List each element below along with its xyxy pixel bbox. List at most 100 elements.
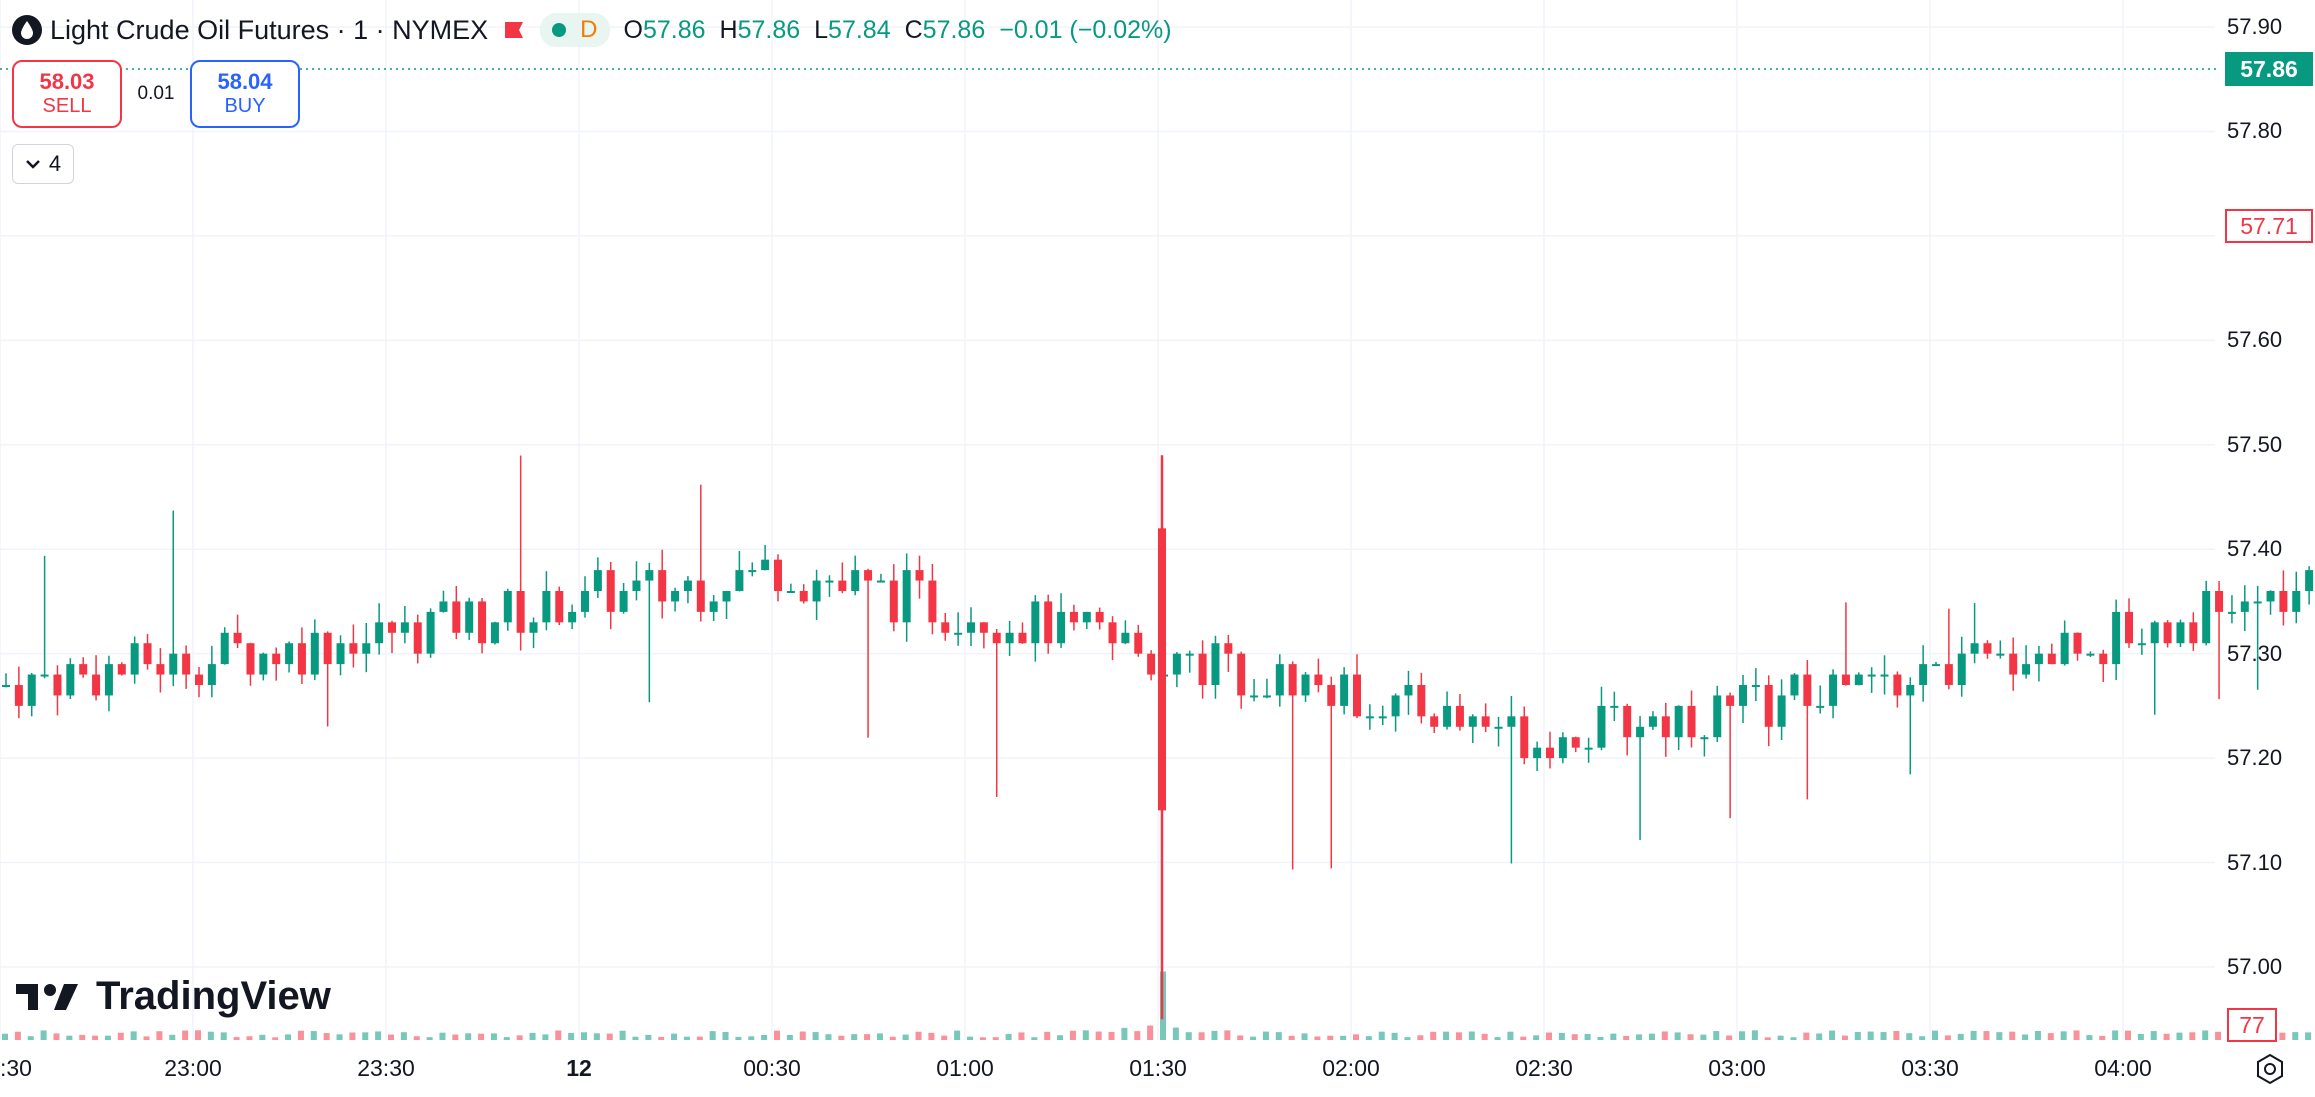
price-tick-label: 57.10 — [2227, 849, 2283, 875]
candle-body — [1494, 726, 1503, 729]
volume-bar — [503, 1037, 510, 1040]
candle-body — [1250, 695, 1259, 698]
candle-body — [297, 643, 306, 675]
volume-bar — [182, 1030, 189, 1040]
candle-body — [233, 632, 242, 644]
flag-icon[interactable] — [502, 18, 526, 42]
volume-bar — [1340, 1035, 1347, 1040]
candle-body — [143, 643, 152, 665]
tradingview-logo-icon — [16, 983, 78, 1010]
candle-body — [2215, 591, 2224, 612]
candle-body — [1198, 653, 1207, 685]
candle-body — [1648, 716, 1657, 727]
volume-bar — [1764, 1037, 1771, 1040]
sell-label: SELL — [42, 95, 92, 117]
candle-body — [735, 570, 744, 591]
volume-bar — [1378, 1031, 1385, 1040]
volume-bar — [53, 1033, 60, 1040]
candle-body — [979, 622, 988, 633]
candle-body — [2305, 570, 2314, 591]
volume-bar — [2137, 1033, 2144, 1040]
candle-body — [2189, 622, 2198, 644]
candle-body — [336, 643, 345, 665]
candle-body — [1404, 685, 1413, 696]
candle-body — [1353, 674, 1361, 717]
candle-body — [1687, 705, 1696, 738]
candle-body — [478, 601, 487, 644]
candle-body — [1327, 685, 1336, 706]
volume-bar — [2022, 1034, 2029, 1040]
volume-bar — [1700, 1034, 1707, 1040]
oil-drop-icon — [12, 15, 42, 45]
price-tick-label: 57.00 — [2227, 954, 2283, 979]
candle-body — [1558, 737, 1567, 759]
candle-body — [79, 664, 88, 675]
volume-bar — [400, 1032, 407, 1040]
candle-body — [2176, 622, 2185, 644]
volume-bar — [542, 1034, 549, 1040]
candle-body — [1172, 653, 1181, 675]
volume-bar — [1314, 1036, 1321, 1040]
price-tick-label: 57.90 — [2227, 14, 2283, 39]
market-status[interactable]: D — [540, 13, 610, 47]
candle-body — [362, 643, 371, 654]
volume-bar — [516, 1035, 523, 1040]
volume-bar — [465, 1033, 472, 1040]
symbol-header: Light Crude Oil Futures · 1 · NYMEX D O5… — [12, 10, 1172, 50]
volume-bar — [1018, 1032, 1025, 1040]
candle-body — [1108, 622, 1117, 644]
sell-button[interactable]: 58.03 SELL — [12, 60, 122, 128]
candle-body — [490, 622, 499, 644]
price-tick-label: 57.60 — [2227, 327, 2283, 353]
candle-body — [825, 580, 834, 583]
candle-body — [40, 674, 49, 677]
volume-bar — [1841, 1035, 1848, 1040]
candle-body — [2034, 653, 2043, 665]
volume-bar — [902, 1034, 909, 1040]
candle-body — [748, 570, 757, 573]
candle-body — [400, 622, 409, 633]
volume-bar — [1919, 1036, 1926, 1040]
volume-bar — [774, 1030, 780, 1040]
candle-body — [169, 653, 178, 675]
candle-body — [104, 664, 113, 696]
symbol-name: Light Crude Oil Futures · 1 · NYMEX — [50, 14, 489, 45]
candle-body — [2266, 591, 2275, 602]
candle-body — [1224, 643, 1233, 654]
candle-body — [285, 643, 294, 665]
candle-body — [310, 632, 319, 675]
candle-body — [2202, 591, 2211, 644]
volume-bar — [1301, 1033, 1308, 1040]
volume-bar — [207, 1031, 214, 1040]
candle-body — [1893, 674, 1902, 696]
candle-body — [272, 653, 281, 665]
volume-bar — [1533, 1035, 1540, 1040]
candle-body — [1970, 643, 1979, 654]
volume-bar — [786, 1034, 793, 1040]
time-tick-label: 02:30 — [1515, 1055, 1573, 1081]
candle-body — [156, 664, 165, 675]
volume-bar — [1726, 1035, 1733, 1040]
symbol-title[interactable]: Light Crude Oil Futures · 1 · NYMEX — [12, 15, 488, 46]
volume-bar — [130, 1031, 137, 1040]
volume-bar — [1262, 1031, 1269, 1040]
candle-body — [1417, 685, 1426, 717]
candle-body — [941, 622, 950, 633]
low-value: 57.84 — [828, 15, 891, 44]
buy-button[interactable]: 58.04 BUY — [190, 60, 300, 128]
candle-body — [53, 674, 62, 696]
candle-body — [2112, 611, 2121, 665]
candle-body — [1018, 632, 1027, 644]
settings-icon[interactable] — [2253, 1052, 2287, 1086]
candle-body — [1533, 747, 1542, 759]
candle-body — [2137, 643, 2146, 646]
volume-bar — [2150, 1031, 2157, 1040]
candle-body — [130, 643, 139, 675]
volume-bar — [1005, 1033, 1012, 1040]
volume-bar — [722, 1031, 729, 1040]
tradingview-logo[interactable]: TradingView — [16, 974, 331, 1019]
volume-bar — [1095, 1031, 1102, 1040]
candle-body — [1636, 726, 1645, 738]
indicators-toggle-button[interactable]: 4 — [12, 144, 74, 184]
